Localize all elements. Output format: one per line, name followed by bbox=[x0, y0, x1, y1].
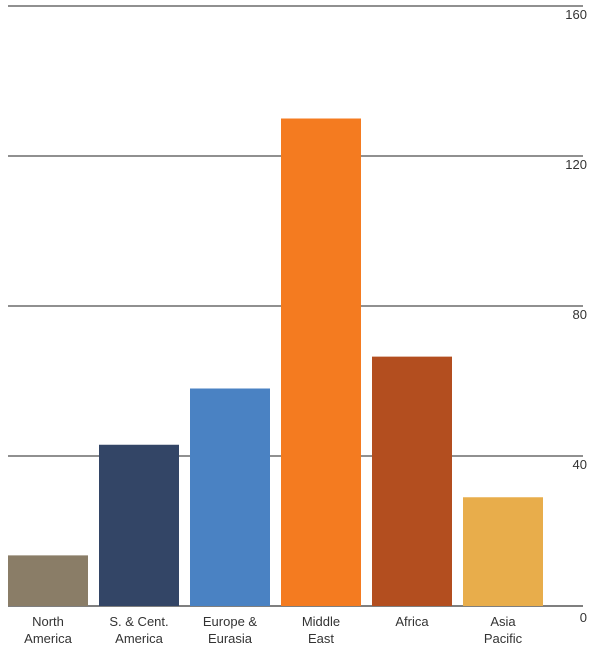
category-label: North America bbox=[24, 614, 72, 646]
bar bbox=[372, 356, 452, 606]
bar bbox=[99, 444, 179, 606]
category-label: Middle East bbox=[302, 614, 340, 646]
bar bbox=[281, 118, 361, 606]
y-tick-label: 160 bbox=[565, 7, 587, 22]
category-label: Asia Pacific bbox=[484, 614, 523, 646]
y-tick-label: 40 bbox=[573, 457, 587, 472]
bar bbox=[8, 555, 88, 606]
bars bbox=[8, 118, 543, 606]
y-axis-tick-labels: 0 40 80 120 160 bbox=[565, 7, 587, 625]
bar bbox=[190, 388, 270, 606]
y-tick-label: 80 bbox=[573, 307, 587, 322]
bar bbox=[463, 497, 543, 606]
y-tick-label: 0 bbox=[580, 610, 587, 625]
x-axis-category-labels: North America S. & Cent. America Europe & Eur… bbox=[24, 614, 522, 646]
category-label: S. & Cent. America bbox=[109, 614, 168, 646]
category-label: Europe & Eurasia bbox=[203, 614, 258, 646]
category-label: Africa bbox=[395, 614, 429, 629]
y-tick-label: 120 bbox=[565, 157, 587, 172]
